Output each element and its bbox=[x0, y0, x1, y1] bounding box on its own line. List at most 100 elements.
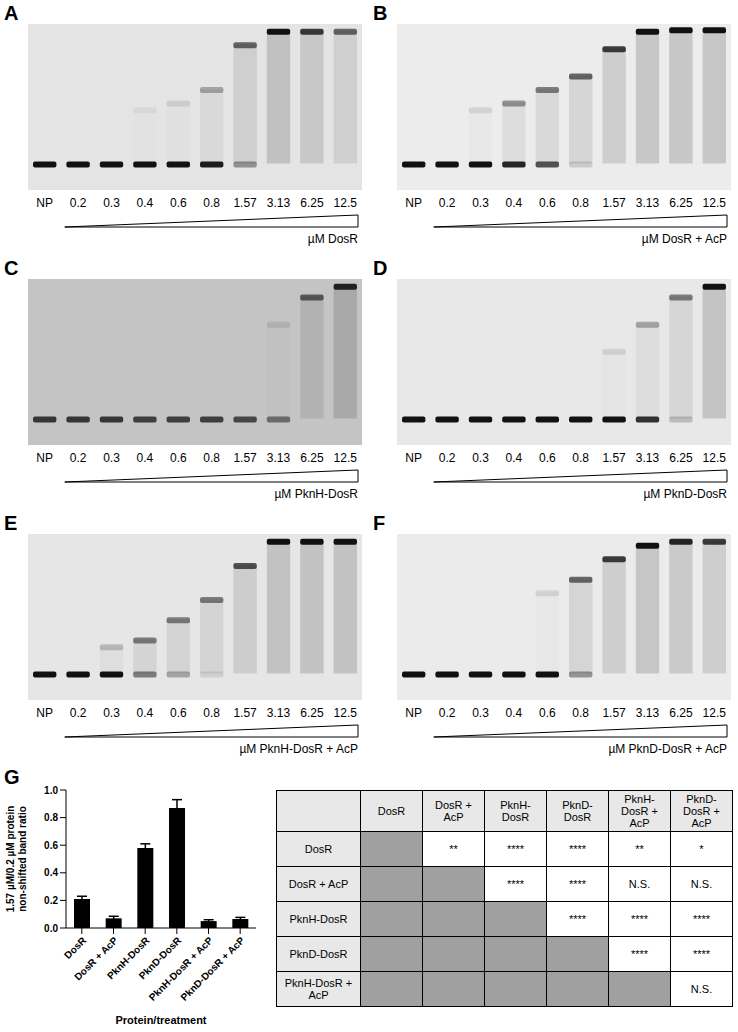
svg-text:0.2: 0.2 bbox=[70, 451, 87, 465]
svg-text:0.6: 0.6 bbox=[539, 196, 556, 210]
svg-text:NP: NP bbox=[405, 706, 422, 720]
svg-text:1.57 µM/0.2 µM proteinnon-shif: 1.57 µM/0.2 µM proteinnon-shifted band r… bbox=[5, 806, 28, 913]
html-text:N.S.: N.S. bbox=[628, 878, 651, 890]
svg-text:12.5: 12.5 bbox=[703, 196, 727, 210]
svg-text:1.57: 1.57 bbox=[233, 196, 257, 210]
svg-text:µM PknD-DosR: µM PknD-DosR bbox=[643, 487, 727, 501]
svg-text:6.25: 6.25 bbox=[669, 196, 693, 210]
svg-text:1.57: 1.57 bbox=[233, 706, 257, 720]
svg-text:0.6: 0.6 bbox=[170, 706, 187, 720]
svg-text:DosR + AcP: DosR + AcP bbox=[72, 934, 120, 983]
svg-text:0.8: 0.8 bbox=[572, 196, 589, 210]
svg-text:D: D bbox=[373, 257, 387, 279]
html-text:PknH-DosR + AcP: PknH-DosR + AcP bbox=[621, 793, 658, 829]
svg-text:µM PknD-DosR + AcP: µM PknD-DosR + AcP bbox=[608, 742, 727, 756]
svg-text:0.3: 0.3 bbox=[472, 706, 489, 720]
svg-text:NP: NP bbox=[36, 196, 53, 210]
svg-text:12.5: 12.5 bbox=[334, 451, 358, 465]
svg-text:1.57: 1.57 bbox=[602, 196, 626, 210]
svg-text:µM PknH-DosR + AcP: µM PknH-DosR + AcP bbox=[239, 742, 358, 756]
svg-text:0.4: 0.4 bbox=[506, 196, 523, 210]
html-text:DosR + AcP: DosR + AcP bbox=[288, 878, 349, 890]
html-text:DosR: DosR bbox=[377, 805, 406, 817]
svg-text:0.2: 0.2 bbox=[44, 895, 58, 906]
html-text:PknD-DosR: PknD-DosR bbox=[289, 948, 348, 960]
svg-text:0.4: 0.4 bbox=[44, 867, 58, 878]
html-text:DosR + AcP: DosR + AcP bbox=[435, 799, 472, 823]
svg-text:1.57: 1.57 bbox=[602, 451, 626, 465]
svg-text:µM PknH-DosR: µM PknH-DosR bbox=[274, 487, 358, 501]
svg-text:12.5: 12.5 bbox=[334, 706, 358, 720]
html-text:G: G bbox=[4, 766, 20, 788]
svg-text:6.25: 6.25 bbox=[669, 451, 693, 465]
svg-text:0.6: 0.6 bbox=[539, 451, 556, 465]
html-text:N.S.: N.S. bbox=[690, 878, 713, 890]
html-text:DosR: DosR bbox=[304, 843, 333, 855]
svg-text:1.57: 1.57 bbox=[233, 451, 257, 465]
svg-text:0.3: 0.3 bbox=[472, 196, 489, 210]
svg-text:PknH-DosR + AcP: PknH-DosR + AcP bbox=[146, 934, 215, 1003]
svg-text:NP: NP bbox=[405, 451, 422, 465]
svg-text:0.8: 0.8 bbox=[203, 451, 220, 465]
html-text:PknD-DosR + AcP: PknD-DosR + AcP bbox=[683, 793, 720, 829]
svg-text:0.4: 0.4 bbox=[506, 706, 523, 720]
svg-text:0.2: 0.2 bbox=[70, 706, 87, 720]
svg-text:12.5: 12.5 bbox=[703, 451, 727, 465]
svg-text:A: A bbox=[4, 2, 18, 24]
svg-text:Protein/treatment: Protein/treatment bbox=[115, 1014, 206, 1026]
svg-text:NP: NP bbox=[36, 451, 53, 465]
svg-text:0.8: 0.8 bbox=[203, 706, 220, 720]
svg-text:0.8: 0.8 bbox=[44, 812, 58, 823]
svg-text:C: C bbox=[4, 257, 18, 279]
svg-text:0.2: 0.2 bbox=[70, 196, 87, 210]
svg-text:6.25: 6.25 bbox=[300, 196, 324, 210]
svg-text:6.25: 6.25 bbox=[300, 451, 324, 465]
svg-text:3.13: 3.13 bbox=[636, 196, 660, 210]
svg-text:µM DosR + AcP: µM DosR + AcP bbox=[642, 232, 727, 246]
svg-text:0.3: 0.3 bbox=[103, 706, 120, 720]
svg-text:0.6: 0.6 bbox=[170, 451, 187, 465]
html-text:PknD-DosR: PknD-DosR bbox=[562, 799, 593, 823]
svg-text:NP: NP bbox=[405, 196, 422, 210]
svg-text:0.0: 0.0 bbox=[44, 923, 58, 934]
svg-text:0.6: 0.6 bbox=[44, 840, 58, 851]
svg-text:0.3: 0.3 bbox=[103, 451, 120, 465]
svg-text:E: E bbox=[4, 512, 17, 534]
svg-text:0.2: 0.2 bbox=[439, 196, 456, 210]
svg-text:3.13: 3.13 bbox=[267, 196, 291, 210]
svg-text:12.5: 12.5 bbox=[334, 196, 358, 210]
svg-text:NP: NP bbox=[36, 706, 53, 720]
svg-text:0.3: 0.3 bbox=[103, 196, 120, 210]
html-text:PknH-DosR: PknH-DosR bbox=[289, 913, 348, 925]
svg-text:0.4: 0.4 bbox=[137, 196, 154, 210]
svg-text:PknD-DosR + AcP: PknD-DosR + AcP bbox=[178, 934, 246, 1002]
svg-text:3.13: 3.13 bbox=[636, 451, 660, 465]
svg-text:3.13: 3.13 bbox=[267, 451, 291, 465]
svg-text:6.25: 6.25 bbox=[669, 706, 693, 720]
svg-text:0.4: 0.4 bbox=[506, 451, 523, 465]
html-text:PknH-DosR + AcP: PknH-DosR + AcP bbox=[284, 977, 353, 1001]
svg-text:0.6: 0.6 bbox=[539, 706, 556, 720]
svg-text:0.4: 0.4 bbox=[137, 706, 154, 720]
svg-text:0.8: 0.8 bbox=[572, 451, 589, 465]
svg-text:0.2: 0.2 bbox=[439, 451, 456, 465]
svg-text:0.2: 0.2 bbox=[439, 706, 456, 720]
svg-text:PknD-DosR: PknD-DosR bbox=[136, 934, 184, 982]
svg-text:0.3: 0.3 bbox=[472, 451, 489, 465]
svg-text:1.57: 1.57 bbox=[602, 706, 626, 720]
svg-text:12.5: 12.5 bbox=[703, 706, 727, 720]
svg-text:PknH-DosR: PknH-DosR bbox=[104, 934, 152, 982]
svg-text:B: B bbox=[373, 2, 387, 24]
svg-text:0.8: 0.8 bbox=[203, 196, 220, 210]
svg-text:DosR: DosR bbox=[62, 934, 89, 961]
svg-text:6.25: 6.25 bbox=[300, 706, 324, 720]
svg-text:0.4: 0.4 bbox=[137, 451, 154, 465]
svg-text:1.0: 1.0 bbox=[44, 785, 58, 796]
html-text:PknH-DosR: PknH-DosR bbox=[500, 799, 531, 823]
svg-text:0.6: 0.6 bbox=[170, 196, 187, 210]
svg-text:F: F bbox=[373, 512, 385, 534]
svg-text:3.13: 3.13 bbox=[267, 706, 291, 720]
svg-text:3.13: 3.13 bbox=[636, 706, 660, 720]
svg-text:µM DosR: µM DosR bbox=[308, 232, 359, 246]
svg-text:0.8: 0.8 bbox=[572, 706, 589, 720]
